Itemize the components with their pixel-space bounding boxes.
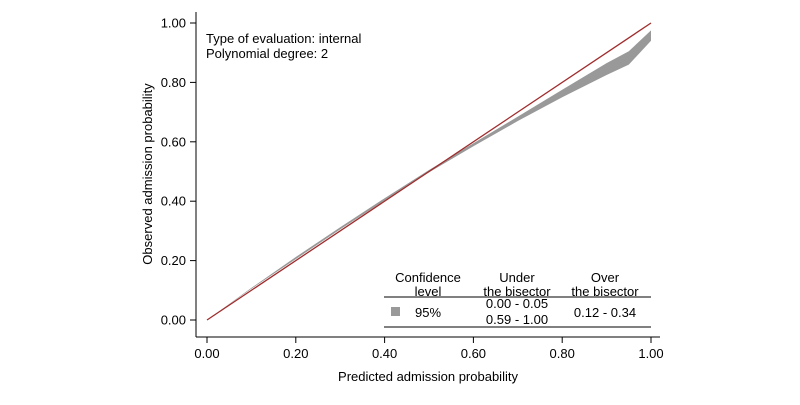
bisector-line [206,22,652,321]
legend-header-level: level [415,284,442,299]
legend-header-over: Over [591,270,620,285]
legend-over-range: 0.12 - 0.34 [574,305,636,320]
legend-header-under-bisector: the bisector [483,284,551,299]
y-tick-label: 0.60 [161,134,186,149]
x-ticks: 0.00 0.20 0.40 0.60 0.80 1.00 [194,337,664,361]
legend-swatch [391,307,400,316]
legend-under-range-1: 0.00 - 0.05 [486,296,548,311]
y-tick-label: 0.40 [161,194,186,209]
annotation-evaluation-type: Type of evaluation: internal [206,31,361,46]
y-tick-label: 0.20 [161,253,186,268]
x-tick-label: 1.00 [638,346,663,361]
legend-under-range-2: 0.59 - 1.00 [486,312,548,327]
x-tick-label: 0.20 [283,346,308,361]
y-tick-label: 0.00 [161,313,186,328]
legend-header-over-bisector: the bisector [571,284,639,299]
x-tick-label: 0.60 [461,346,486,361]
x-axis-title: Predicted admission probability [338,369,518,384]
y-tick-label: 0.80 [161,75,186,90]
y-ticks: 0.00 0.20 0.40 0.60 0.80 1.00 [161,16,196,328]
legend-table: Confidence level Under the bisector Over… [384,270,651,328]
x-tick-label: 0.40 [372,346,397,361]
legend-header-under: Under [499,270,535,285]
legend-level-95: 95% [415,305,441,320]
legend-header-confidence: Confidence [395,270,461,285]
x-tick-label: 0.80 [550,346,575,361]
annotation-polynomial-degree: Polynomial degree: 2 [206,46,328,61]
bisector-layer [206,22,652,321]
y-axis-title: Observed admission probability [140,83,155,265]
x-tick-label: 0.00 [194,346,219,361]
y-tick-label: 1.00 [161,16,186,31]
